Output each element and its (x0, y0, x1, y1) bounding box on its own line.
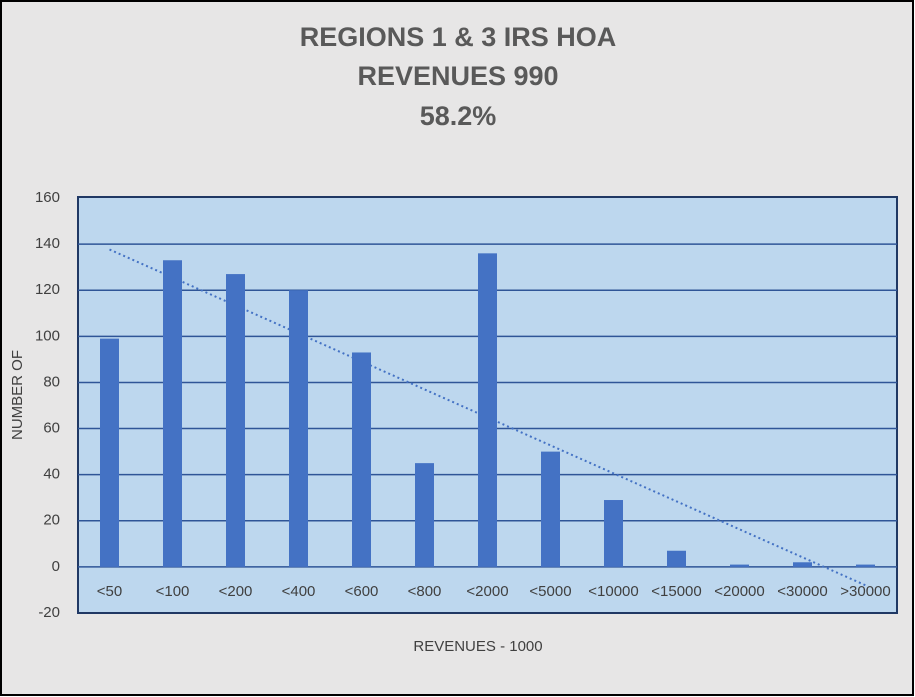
y-tick-label: 100 (35, 327, 60, 344)
bar (604, 500, 623, 567)
x-tick-label: <2000 (466, 583, 508, 600)
y-tick-label: 40 (43, 466, 60, 483)
x-tick-label: <20000 (714, 583, 764, 600)
x-tick-label: <5000 (529, 583, 571, 600)
chart-title: REGIONS 1 & 3 IRS HOA (300, 22, 617, 52)
bar (100, 338, 119, 567)
y-tick-label: 20 (43, 512, 60, 529)
y-tick-label: -20 (38, 604, 60, 621)
x-tick-label: <100 (156, 583, 190, 600)
x-tick-label: <15000 (651, 583, 701, 600)
bar (226, 274, 245, 567)
x-tick-label: <400 (282, 583, 316, 600)
x-tick-label: <30000 (777, 583, 827, 600)
x-tick-label: >30000 (840, 583, 890, 600)
bar (856, 564, 875, 567)
x-tick-label: <800 (408, 583, 442, 600)
bar (289, 290, 308, 567)
y-axis-title: NUMBER OF (9, 350, 26, 440)
y-tick-label: 160 (35, 189, 60, 206)
chart-title: REVENUES 990 (357, 61, 558, 91)
bar (352, 352, 371, 567)
x-tick-label: <50 (97, 583, 122, 600)
chart-title: 58.2% (420, 101, 497, 131)
x-tick-label: <200 (219, 583, 253, 600)
x-tick-label: <600 (345, 583, 379, 600)
bar (667, 550, 686, 567)
bar (163, 260, 182, 567)
y-tick-label: 140 (35, 235, 60, 252)
x-tick-label: <10000 (588, 583, 638, 600)
bar (793, 562, 812, 567)
bar (478, 253, 497, 567)
bar (415, 463, 434, 567)
y-tick-label: 80 (43, 373, 60, 390)
y-tick-label: 60 (43, 420, 60, 437)
bar (541, 451, 560, 567)
y-tick-label: 120 (35, 281, 60, 298)
y-tick-label: 0 (52, 558, 60, 575)
bar (730, 564, 749, 567)
x-axis-title: REVENUES - 1000 (413, 638, 542, 655)
